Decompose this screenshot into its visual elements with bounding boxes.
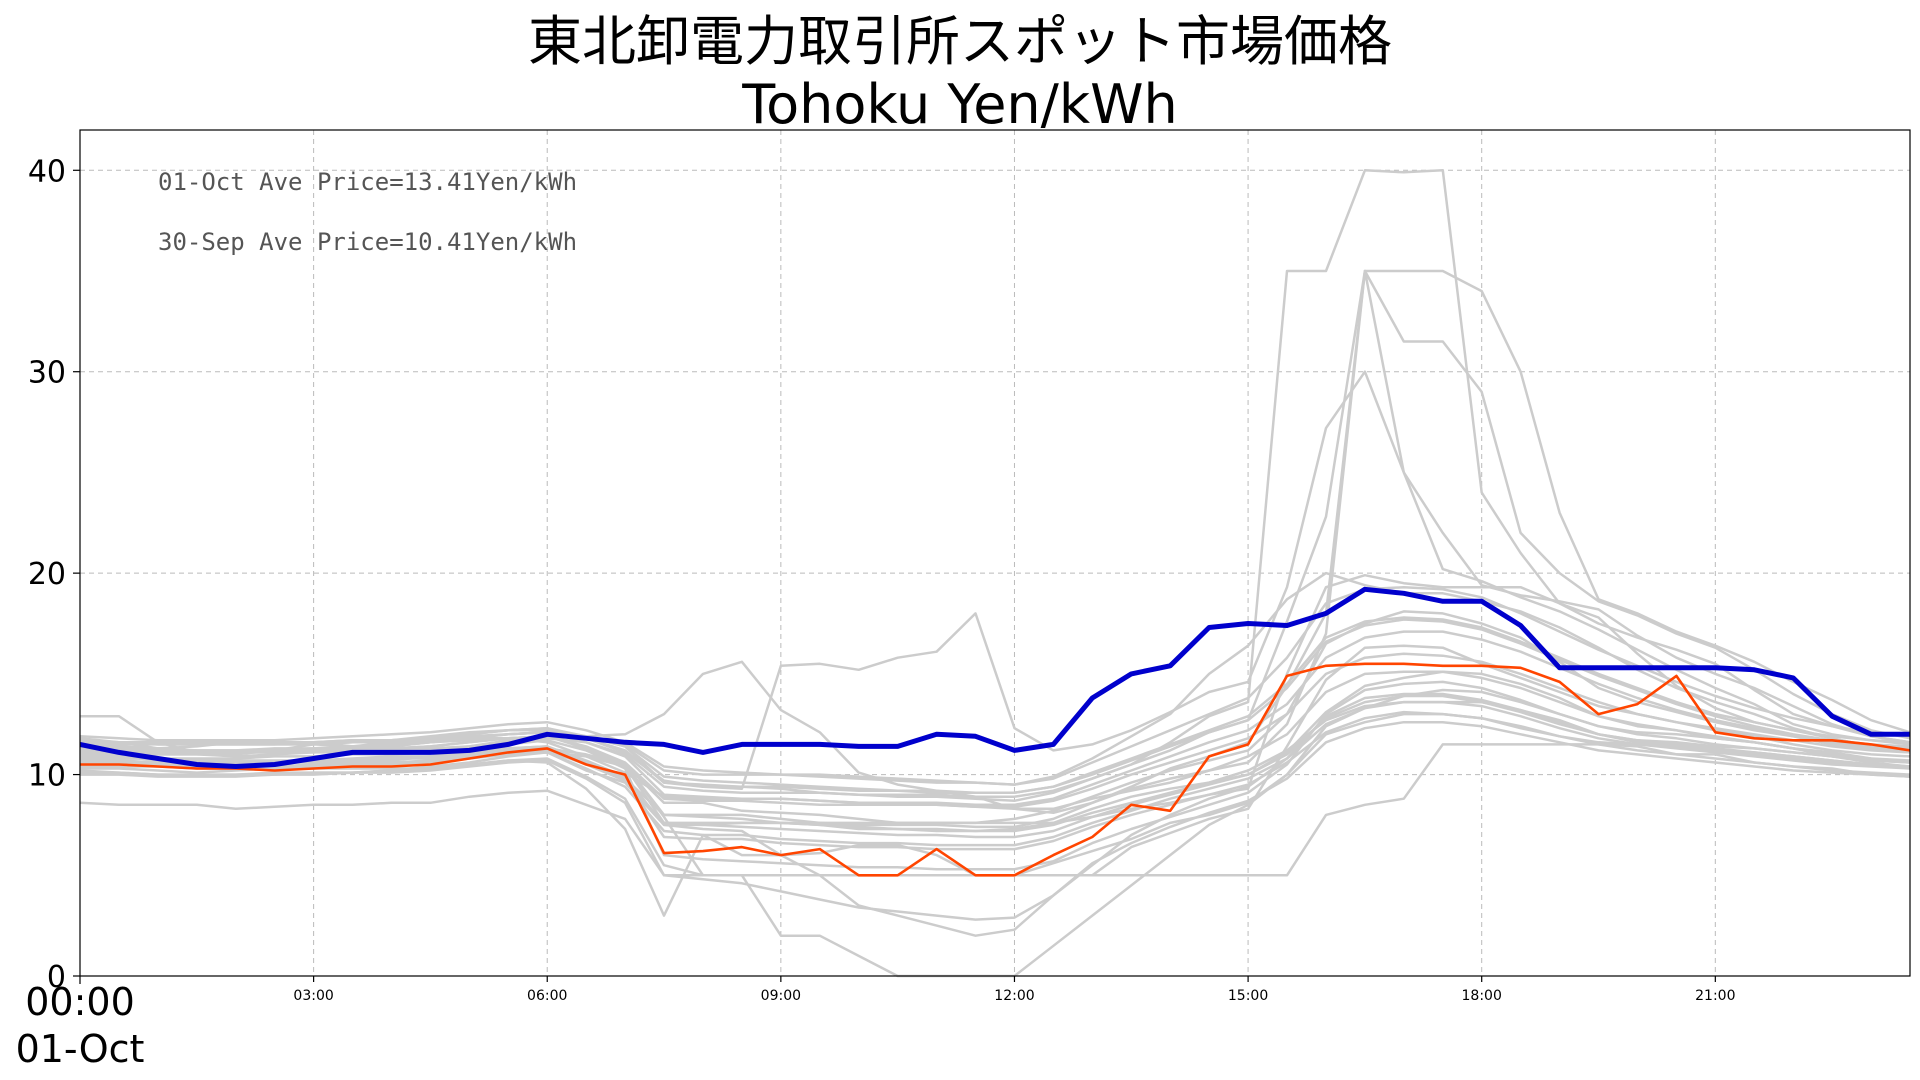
history-line xyxy=(80,692,1911,937)
x-tick-label: 09:00 xyxy=(761,988,801,1004)
x-tick-label: 12:00 xyxy=(994,988,1034,1004)
x-tick-label: 15:00 xyxy=(1228,988,1268,1004)
y-tick-label: 20 xyxy=(28,557,66,592)
yesterday-price-line xyxy=(80,662,1911,877)
history-line xyxy=(80,269,1911,811)
plot-area xyxy=(79,129,1911,977)
history-line xyxy=(79,652,1911,809)
chart-subtitle: Tohoku Yen/kWh xyxy=(742,73,1178,136)
history-line xyxy=(80,269,1911,798)
main-series xyxy=(79,586,1911,877)
history-line xyxy=(80,169,1911,803)
history-line xyxy=(80,630,1911,807)
history-line xyxy=(80,720,1911,921)
annotation-yesterday-average: 30-Sep Ave Price=10.41Yen/kWh xyxy=(158,228,577,256)
axis-ticks: 0 10 20 30 40 03:00 06:00 09:00 12:00 15:00 18:00 2… xyxy=(28,154,1736,1004)
y-tick-label: 40 xyxy=(28,154,66,189)
y-tick-label: 30 xyxy=(28,356,66,391)
y-tick-label: 0 xyxy=(47,960,66,995)
x-tick-label: 21:00 xyxy=(1695,988,1735,1004)
history-line xyxy=(80,694,1911,839)
x-tick-label: 18:00 xyxy=(1462,988,1502,1004)
x-start-date-label: 01-Oct xyxy=(16,1027,145,1071)
history-line xyxy=(80,618,1911,794)
history-line xyxy=(79,585,1911,786)
x-tick-label: 03:00 xyxy=(293,988,333,1004)
x-start-time-label: 00:00 xyxy=(25,980,135,1024)
history-line xyxy=(80,680,1911,871)
chart-title: 東北卸電力取引所スポット市場価格 xyxy=(528,10,1392,73)
history-line xyxy=(79,610,1911,825)
x-tick-label: 06:00 xyxy=(527,988,567,1004)
y-tick-label: 10 xyxy=(28,759,66,794)
history-line xyxy=(80,710,1911,851)
today-price-line xyxy=(79,586,1910,769)
history-series xyxy=(79,169,1911,978)
annotation-today-average: 01-Oct Ave Price=13.41Yen/kWh xyxy=(158,168,577,196)
history-line xyxy=(80,700,1911,847)
